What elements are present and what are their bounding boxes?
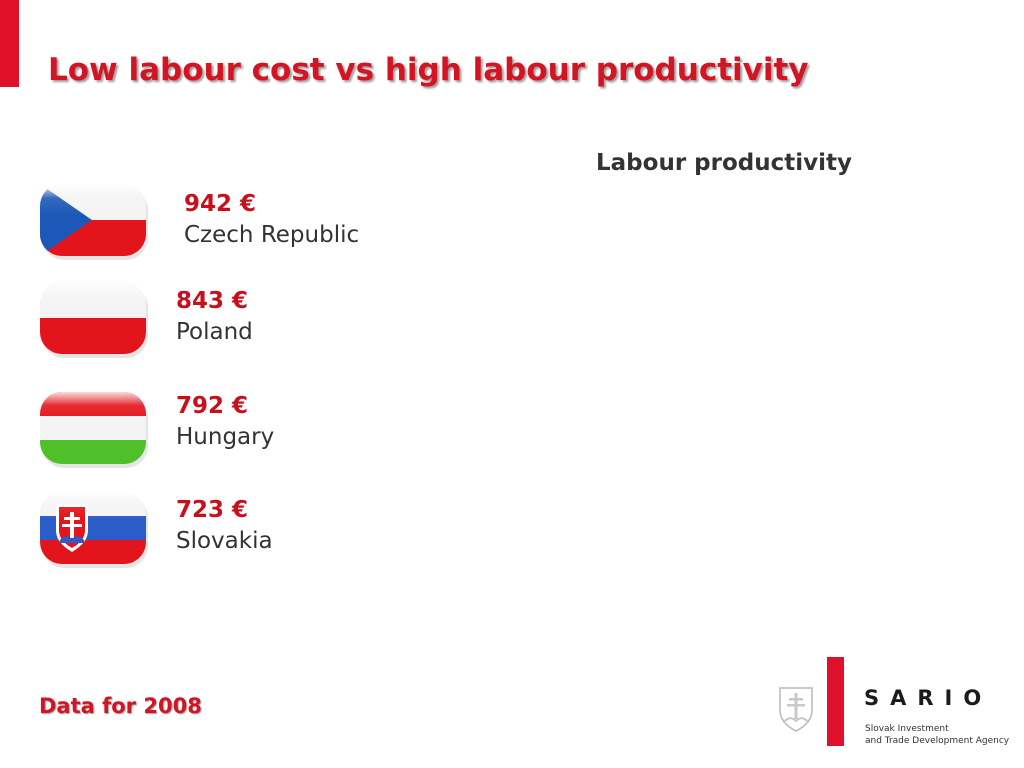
poland-flag-icon (38, 280, 150, 358)
labour-cost-value: 942 € (184, 191, 257, 217)
country-name: Hungary (176, 424, 275, 450)
logo-tagline-line1: Slovak Investment (865, 724, 949, 734)
czech-flag-icon (38, 182, 150, 260)
footnote: Data for 2008 (39, 694, 202, 718)
labour-cost-value: 792 € (176, 393, 249, 419)
labour-cost-value: 843 € (176, 288, 249, 314)
logo-tagline: Slovak Investment and Trade Development … (865, 723, 1015, 747)
section-heading: Labour productivity (596, 150, 852, 176)
country-name: Poland (176, 319, 253, 345)
country-name: Czech Republic (184, 222, 360, 248)
slovak-crest-icon (776, 684, 816, 738)
hungary-flag-icon (38, 390, 150, 468)
accent-bar (0, 0, 19, 87)
logo-bar (827, 657, 844, 746)
slide-title: Low labour cost vs high labour productiv… (48, 52, 809, 88)
logo-tagline-line2: and Trade Development Agency (865, 736, 1010, 746)
labour-cost-value: 723 € (176, 497, 249, 523)
country-name: Slovakia (176, 528, 273, 554)
sario-logo: SARIO (864, 686, 993, 710)
slovakia-flag-icon (38, 490, 150, 570)
